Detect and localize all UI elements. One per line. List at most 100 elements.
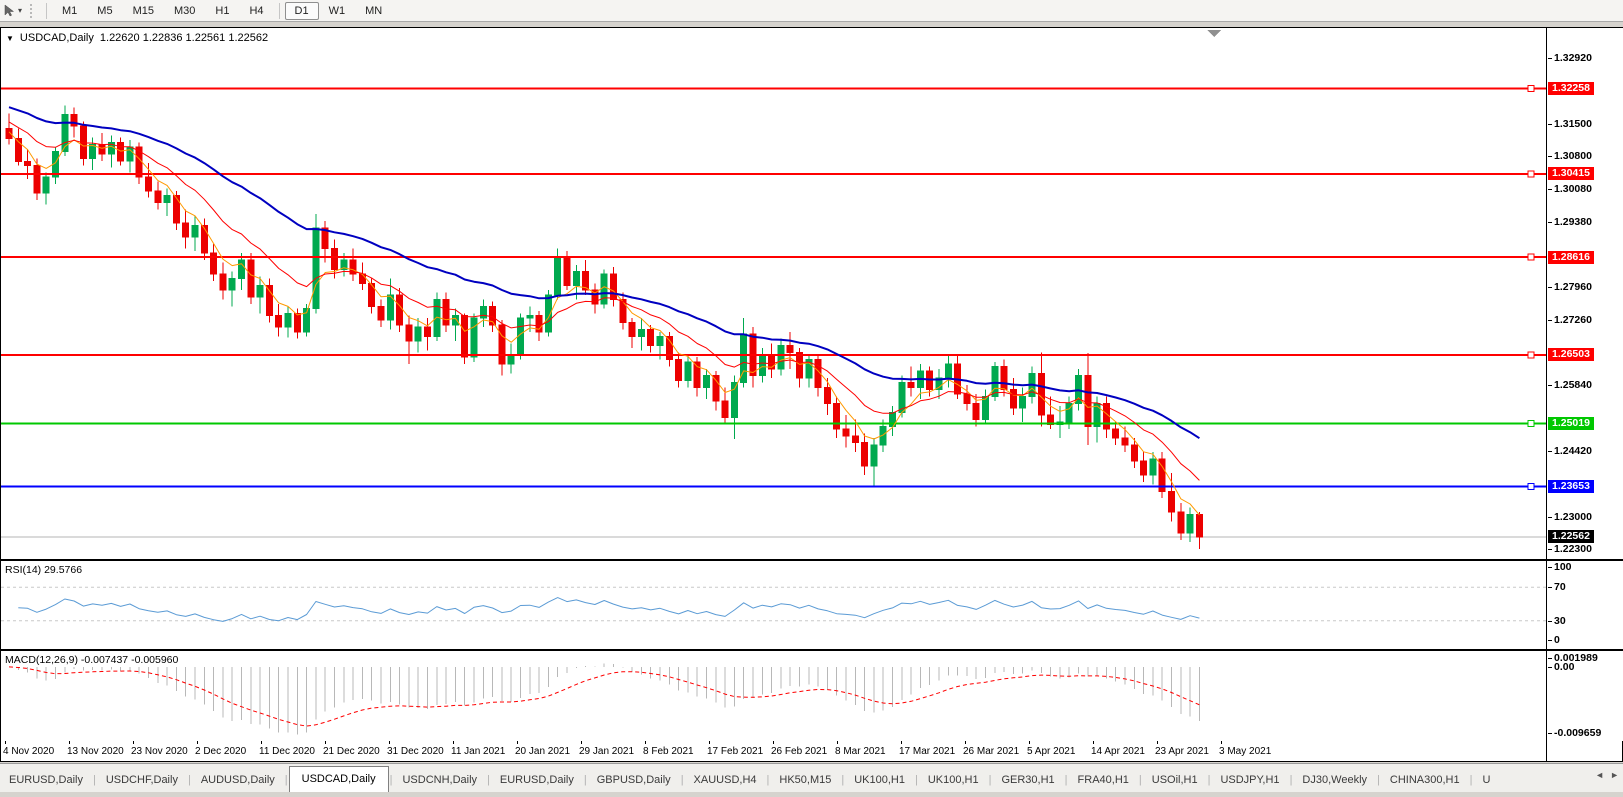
timeframe-button-d1[interactable]: D1 xyxy=(284,1,319,20)
tab-separator: | xyxy=(1289,774,1293,786)
candle-body xyxy=(1130,444,1138,462)
macd-axis[interactable]: 0.001989 0.00 -0.009659 xyxy=(1546,651,1623,742)
candle-body xyxy=(823,386,831,404)
candle-body xyxy=(712,375,720,402)
tab-separator: | xyxy=(841,774,845,786)
rsi-plot-area[interactable] xyxy=(1,561,1546,647)
chart-tab-usdchf[interactable]: USDCHF,Daily xyxy=(105,774,178,786)
chart-tab-audusd[interactable]: AUDUSD,Daily xyxy=(200,774,275,786)
candle-body xyxy=(219,273,227,291)
candle-body xyxy=(656,335,664,347)
horizontal-line-handle[interactable] xyxy=(1527,170,1535,178)
date-tick-mark xyxy=(837,741,838,744)
toolbar-grip[interactable] xyxy=(30,3,37,18)
date-label: 14 Apr 2021 xyxy=(1091,746,1145,757)
timeframe-button-m30[interactable]: M30 xyxy=(173,4,196,17)
candle-body xyxy=(572,271,580,287)
chart-tab-uk100[interactable]: UK100,H1 xyxy=(927,774,979,786)
collapse-arrow-icon[interactable]: ▼ xyxy=(6,33,14,43)
cursor-arrow-icon xyxy=(4,4,15,17)
tab-separator: | xyxy=(487,774,490,786)
candle-body xyxy=(14,138,22,163)
timeframe-button-h1[interactable]: H1 xyxy=(215,4,230,17)
mid-ma-line[interactable] xyxy=(8,121,1200,481)
chart-tab-u[interactable]: U xyxy=(1482,774,1491,786)
chart-tab-hk50[interactable]: HK50,M15 xyxy=(779,774,832,786)
chart-shift-marker-icon[interactable] xyxy=(1207,30,1221,37)
chart-tab-gbpusd[interactable]: GBPUSD,Daily xyxy=(596,774,671,786)
timeframe-button-m1[interactable]: M1 xyxy=(62,4,78,17)
horizontal-line-handle[interactable] xyxy=(1527,419,1535,427)
tab-separator: | xyxy=(1207,774,1211,786)
tab-scroll-right-icon[interactable]: ► xyxy=(1610,770,1619,780)
price-plot-area[interactable] xyxy=(1,28,1546,557)
tab-separator: | xyxy=(389,774,393,786)
chart-tab-dj30[interactable]: DJ30,Weekly xyxy=(1302,774,1368,786)
price-tick-label: 1.23000 xyxy=(1548,510,1592,523)
rsi-tick-label: 0 xyxy=(1548,634,1560,646)
candle-body xyxy=(1065,402,1073,423)
chart-tab-fra40[interactable]: FRA40,H1 xyxy=(1077,774,1129,786)
macd-plot-area[interactable] xyxy=(1,651,1546,740)
candle-body xyxy=(1121,437,1129,446)
chart-tab-xauusd[interactable]: XAUUSD,H4 xyxy=(693,774,757,786)
candle-body xyxy=(228,278,236,291)
rsi-tick-label: 70 xyxy=(1548,581,1566,594)
price-tick-label: 1.27960 xyxy=(1548,281,1592,294)
slow-ma-line[interactable] xyxy=(8,106,1200,440)
chart-tab-uk100[interactable]: UK100,H1 xyxy=(854,774,905,786)
candle-body xyxy=(61,114,69,153)
chart-tab-usoil[interactable]: USOil,H1 xyxy=(1151,774,1198,786)
timeframe-button-mn[interactable]: MN xyxy=(365,4,383,17)
horizontal-line-handle[interactable] xyxy=(1527,351,1535,359)
macd-label: MACD(12,26,9) -0.007437 -0.005960 xyxy=(5,654,179,666)
timeframe-button-m15[interactable]: M15 xyxy=(132,4,154,17)
macd-pane[interactable]: MACD(12,26,9) -0.007437 -0.005960 0.0019… xyxy=(0,650,1623,743)
tab-scroll-left-icon[interactable]: ◄ xyxy=(1595,770,1605,780)
chart-tab-usdcnh[interactable]: USDCNH,Daily xyxy=(402,774,478,786)
price-axis[interactable]: 1.32920 1.31500 1.30800 1.30080 1.29380 1.279… xyxy=(1546,28,1623,559)
horizontal-line-handle[interactable] xyxy=(1527,253,1535,261)
chart-tab-eurusd[interactable]: EURUSD,Daily xyxy=(499,774,574,786)
horizontal-line-handle[interactable] xyxy=(1527,483,1535,491)
hline-price-label: 1.23653 xyxy=(1548,480,1594,494)
date-tick-mark xyxy=(965,741,966,744)
macd-signal-line xyxy=(8,666,1200,727)
candle-body xyxy=(1009,389,1017,409)
candle-body xyxy=(470,317,478,358)
chart-tab-usdjpy[interactable]: USDJPY,H1 xyxy=(1220,774,1280,786)
candle-body xyxy=(610,273,617,300)
chart-tab-ger30[interactable]: GER30,H1 xyxy=(1001,774,1055,786)
candle-body xyxy=(1019,396,1027,409)
dropdown-caret-icon[interactable]: ▾ xyxy=(18,6,23,15)
candle-body xyxy=(424,326,431,337)
candle-body xyxy=(833,402,841,430)
candle-body xyxy=(405,324,413,342)
rsi-axis[interactable]: 100 70 30 0 xyxy=(1546,561,1623,649)
chart-tab-china300[interactable]: CHINA300,H1 xyxy=(1389,774,1460,786)
chart-cursor-icon[interactable]: ▾ xyxy=(3,4,22,17)
timeframe-button-w1[interactable]: W1 xyxy=(328,4,346,17)
tab-separator: | xyxy=(187,774,191,786)
date-tick-mark xyxy=(261,741,262,744)
date-tick-mark xyxy=(133,741,134,744)
date-axis[interactable]: 4 Nov 2020 13 Nov 2020 23 Nov 2020 2 Dec 20… xyxy=(0,741,1623,762)
rsi-tick-label: 100 xyxy=(1548,561,1572,573)
chart-tab-usdcad[interactable]: USDCAD,Daily xyxy=(288,766,389,792)
price-chart-pane[interactable]: ▼ USDCAD,Daily 1.22620 1.22836 1.22561 1… xyxy=(0,27,1623,560)
candle-body xyxy=(256,285,264,298)
timeframe-button-m5[interactable]: M5 xyxy=(97,4,113,17)
candle-body xyxy=(554,257,562,296)
candle-body xyxy=(526,315,534,319)
fast-ma-line[interactable] xyxy=(8,131,1200,516)
chart-tab-eurusd[interactable]: EURUSD,Daily xyxy=(9,774,83,786)
date-tick-mark xyxy=(1093,741,1094,744)
candle-body xyxy=(972,402,980,421)
rsi-pane[interactable]: RSI(14) 29.5766 100 70 30 0 xyxy=(0,560,1623,650)
toolbar-separator xyxy=(46,2,48,19)
date-label: 4 Nov 2020 xyxy=(3,746,55,757)
candle-body xyxy=(396,294,404,326)
macd-tick-label: 0.00 xyxy=(1547,660,1575,673)
horizontal-line-handle[interactable] xyxy=(1527,85,1535,93)
timeframe-button-h4[interactable]: H4 xyxy=(249,4,264,17)
